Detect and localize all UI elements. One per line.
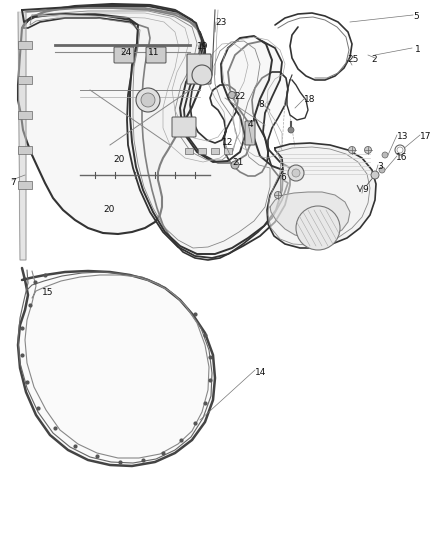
Text: 17: 17: [420, 132, 431, 141]
FancyBboxPatch shape: [187, 54, 211, 84]
Text: 13: 13: [397, 132, 409, 141]
Circle shape: [349, 147, 356, 154]
Text: 11: 11: [148, 48, 159, 57]
Circle shape: [288, 127, 294, 133]
Circle shape: [136, 88, 160, 112]
Text: 23: 23: [215, 18, 226, 27]
Circle shape: [192, 65, 212, 85]
Circle shape: [395, 145, 405, 155]
Text: 22: 22: [234, 92, 245, 101]
Polygon shape: [18, 4, 205, 234]
Circle shape: [379, 167, 385, 173]
Text: 15: 15: [42, 288, 53, 297]
Text: 3: 3: [377, 162, 383, 171]
Circle shape: [382, 152, 388, 158]
Bar: [18, 181, 32, 189]
Circle shape: [288, 165, 304, 181]
Circle shape: [231, 161, 239, 169]
Text: 2: 2: [371, 55, 377, 64]
Bar: [18, 146, 32, 154]
Text: 5: 5: [413, 12, 419, 21]
Text: 9: 9: [362, 185, 368, 194]
Bar: [185, 148, 193, 154]
Text: 8: 8: [258, 100, 264, 109]
Text: 19: 19: [197, 42, 208, 51]
Circle shape: [229, 92, 236, 99]
Polygon shape: [18, 12, 26, 260]
Text: 4: 4: [248, 120, 254, 129]
Bar: [211, 148, 219, 154]
Bar: [224, 148, 232, 154]
Polygon shape: [22, 8, 288, 260]
Polygon shape: [18, 268, 215, 466]
Text: 16: 16: [396, 153, 407, 162]
Text: 20: 20: [103, 205, 114, 214]
Text: 20: 20: [113, 155, 124, 164]
Circle shape: [371, 171, 379, 179]
Circle shape: [364, 147, 371, 154]
Circle shape: [275, 191, 282, 198]
Polygon shape: [22, 8, 290, 258]
Polygon shape: [267, 143, 376, 248]
Bar: [18, 76, 32, 84]
Circle shape: [296, 206, 340, 250]
Bar: [18, 111, 32, 119]
FancyBboxPatch shape: [114, 47, 134, 63]
Polygon shape: [270, 192, 350, 238]
Bar: [198, 148, 206, 154]
Circle shape: [292, 169, 300, 177]
Circle shape: [141, 93, 155, 107]
Polygon shape: [22, 6, 283, 254]
FancyBboxPatch shape: [245, 121, 255, 145]
Text: 18: 18: [304, 95, 315, 104]
Text: 7: 7: [10, 178, 16, 187]
Text: 6: 6: [280, 173, 286, 182]
FancyBboxPatch shape: [146, 47, 166, 63]
Circle shape: [397, 147, 403, 153]
Text: 24: 24: [120, 48, 131, 57]
Text: 21: 21: [232, 158, 244, 167]
Text: 25: 25: [347, 55, 358, 64]
Text: 12: 12: [222, 138, 233, 147]
Bar: [18, 41, 32, 49]
FancyBboxPatch shape: [172, 117, 196, 137]
Text: 1: 1: [415, 45, 421, 54]
Text: 14: 14: [255, 368, 266, 377]
